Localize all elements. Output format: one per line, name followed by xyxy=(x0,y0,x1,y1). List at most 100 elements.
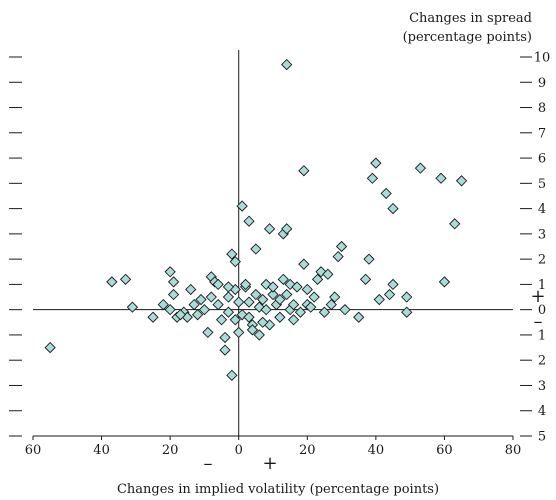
data-point xyxy=(287,298,300,311)
data-point xyxy=(257,293,269,306)
y-tick-label: 1 xyxy=(538,278,546,293)
data-point xyxy=(455,175,468,187)
data-point xyxy=(212,298,224,311)
data-point xyxy=(322,268,334,280)
data-point xyxy=(219,331,231,344)
x-tick-label: 60 xyxy=(25,443,42,458)
data-point xyxy=(414,162,427,174)
data-point xyxy=(401,291,413,303)
data-point xyxy=(353,311,365,323)
data-point xyxy=(257,316,269,328)
data-point xyxy=(263,223,276,235)
x-tick-label: 80 xyxy=(505,443,522,458)
y-tick-label: 4 xyxy=(538,404,546,419)
data-points xyxy=(44,58,468,381)
data-point xyxy=(318,306,331,318)
data-point xyxy=(253,329,265,341)
x-tick-label: 40 xyxy=(93,443,110,458)
data-point xyxy=(119,273,132,285)
data-point xyxy=(277,273,289,285)
data-point xyxy=(246,324,259,336)
axes xyxy=(33,50,513,437)
data-point xyxy=(335,240,348,253)
data-point xyxy=(387,202,399,215)
data-point xyxy=(126,301,139,313)
data-point xyxy=(243,296,255,308)
data-point xyxy=(250,288,262,301)
data-point xyxy=(205,291,217,303)
y-tick-label: 9 xyxy=(538,76,546,91)
data-point xyxy=(191,309,204,321)
data-point xyxy=(366,172,379,184)
y-axis-title-line1: Changes in spread xyxy=(409,11,532,26)
data-point xyxy=(147,311,159,323)
left-tick-marks xyxy=(9,56,22,437)
data-point xyxy=(308,291,320,303)
data-point xyxy=(174,309,187,321)
data-point xyxy=(438,276,451,288)
x-tick-label: 0 xyxy=(235,443,243,458)
y-tick-label: 5 xyxy=(538,177,546,192)
data-point xyxy=(281,288,293,301)
data-point xyxy=(233,296,245,308)
y-tick-label: 6 xyxy=(538,152,546,167)
data-point xyxy=(281,223,293,235)
data-point xyxy=(222,291,235,303)
data-point xyxy=(188,298,200,311)
data-point xyxy=(274,293,286,306)
data-point xyxy=(274,311,286,323)
data-point xyxy=(239,278,252,291)
y-tick-label: 2 xyxy=(538,354,546,369)
data-point xyxy=(243,311,255,323)
data-point xyxy=(243,215,255,227)
y-tick-label: 10 xyxy=(534,51,551,66)
data-point xyxy=(157,298,169,311)
y-tick-label: 4 xyxy=(538,202,546,217)
data-point xyxy=(250,243,262,255)
data-point xyxy=(281,58,293,71)
data-point xyxy=(215,314,228,326)
x-negative-sign: – xyxy=(204,453,213,474)
x-positive-sign: + xyxy=(262,453,277,474)
data-point xyxy=(332,250,344,263)
data-point xyxy=(236,200,248,212)
data-point xyxy=(435,172,447,184)
data-point xyxy=(106,276,118,288)
y-tick-label: 2 xyxy=(538,253,546,268)
y-tick-label: 5 xyxy=(538,430,546,445)
y-positive-sign: + xyxy=(530,286,545,307)
data-point xyxy=(195,293,207,306)
data-point xyxy=(311,273,324,285)
x-tick-label: 60 xyxy=(436,443,453,458)
data-point xyxy=(298,258,310,270)
data-point xyxy=(380,187,392,200)
data-point xyxy=(339,304,351,316)
y-tick-label: 8 xyxy=(538,101,546,116)
data-point xyxy=(267,281,279,293)
y-tick-label: 7 xyxy=(538,126,546,141)
data-point xyxy=(383,288,396,301)
data-point xyxy=(260,304,272,316)
y-axis-title-line2: (percentage points) xyxy=(403,30,532,45)
data-point xyxy=(226,369,238,381)
x-tick-label: 20 xyxy=(299,443,316,458)
data-point xyxy=(202,326,214,339)
data-point xyxy=(267,288,279,301)
x-tick-label: 40 xyxy=(368,443,385,458)
data-point xyxy=(198,304,211,316)
data-point xyxy=(363,253,375,265)
data-point xyxy=(229,256,241,268)
data-point xyxy=(212,278,224,291)
y-tick-label: 3 xyxy=(538,227,546,242)
y-tick-label: 1 xyxy=(538,328,546,343)
data-point xyxy=(387,278,399,291)
data-point xyxy=(219,344,231,356)
data-point xyxy=(291,281,303,293)
data-point xyxy=(226,248,238,260)
data-point xyxy=(301,283,313,296)
data-point xyxy=(167,288,180,301)
data-point xyxy=(164,266,176,278)
data-point xyxy=(325,298,337,311)
